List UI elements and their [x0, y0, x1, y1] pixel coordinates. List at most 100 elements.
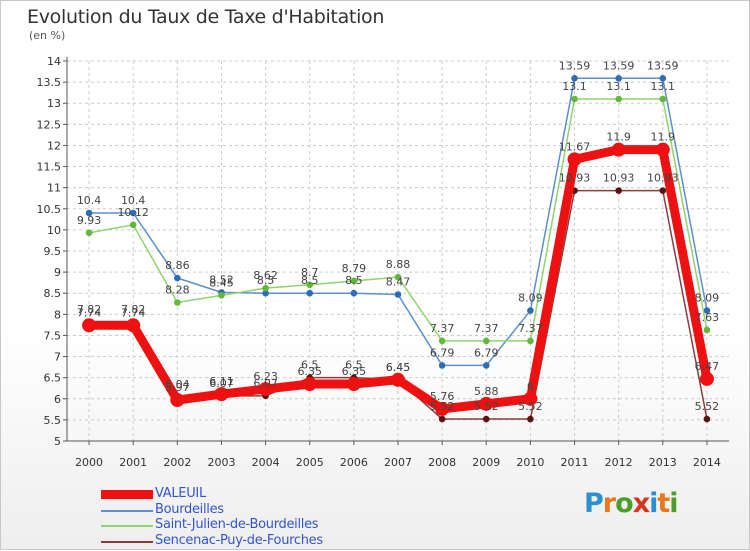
data-point — [214, 387, 229, 402]
data-point — [85, 229, 93, 237]
data-point — [699, 371, 714, 386]
legend-swatch — [101, 509, 153, 512]
y-tick-label: 10.5 — [37, 203, 62, 216]
data-point — [703, 415, 711, 423]
data-point — [479, 396, 494, 411]
y-tick-label: 12.5 — [37, 118, 62, 131]
data-point — [438, 415, 446, 423]
data-label: 7.37 — [518, 322, 543, 335]
y-tick-label: 8.5 — [44, 287, 62, 300]
data-point — [615, 187, 622, 194]
legend-swatch — [101, 525, 153, 527]
x-tick-label: 2012 — [605, 456, 633, 469]
data-point — [659, 187, 667, 194]
legend-swatch — [101, 540, 153, 543]
data-label: 5.52 — [474, 400, 499, 413]
data-point — [302, 377, 317, 391]
y-tick-label: 7.5 — [44, 329, 62, 342]
data-label: 13.59 — [603, 59, 635, 72]
data-label: 8.7 — [301, 266, 319, 279]
y-tick-label: 11.5 — [37, 161, 62, 174]
data-label: 8.88 — [386, 258, 411, 271]
data-label: 5.52 — [518, 400, 543, 413]
data-point — [527, 337, 534, 345]
data-point — [482, 337, 490, 345]
data-label: 8.5 — [257, 274, 275, 287]
data-point — [438, 337, 446, 345]
y-tick-label: 11 — [47, 182, 61, 195]
data-point — [611, 142, 626, 157]
logo-letter: x — [632, 488, 650, 519]
data-point — [306, 281, 314, 289]
y-tick-label: 10 — [47, 224, 61, 237]
data-point — [350, 289, 358, 297]
data-label: 5.76 — [430, 390, 455, 403]
x-tick-label: 2001 — [119, 456, 147, 469]
x-tick-label: 2009 — [472, 456, 500, 469]
data-label: 8.45 — [209, 276, 234, 289]
data-point — [703, 326, 711, 334]
data-point — [262, 289, 269, 297]
data-point — [391, 372, 405, 387]
data-label: 13.59 — [647, 59, 679, 72]
logo-letter: o — [615, 488, 634, 519]
x-tick-label: 2010 — [516, 456, 544, 469]
data-label: 6.45 — [386, 361, 411, 374]
data-label: 8.09 — [518, 292, 543, 305]
data-label: 7.37 — [474, 322, 499, 335]
data-point — [659, 75, 667, 82]
data-label: 7.74 — [121, 306, 146, 319]
legend-swatch — [101, 490, 153, 499]
x-tick-label: 2013 — [649, 456, 677, 469]
data-label: 10.93 — [559, 172, 591, 185]
data-point — [129, 221, 137, 229]
y-tick-label: 9.5 — [44, 245, 62, 258]
data-label: 6.07 — [209, 377, 234, 390]
data-label: 8.09 — [695, 292, 720, 305]
data-point — [174, 299, 181, 306]
data-point — [659, 95, 667, 103]
logo-letter: r — [602, 488, 616, 519]
x-tick-label: 2004 — [252, 456, 280, 469]
data-point — [394, 273, 402, 281]
data-label: 6.35 — [342, 365, 367, 378]
x-tick-label: 2005 — [296, 456, 324, 469]
data-label: 8.79 — [342, 262, 367, 275]
data-label: 6.11 — [209, 375, 234, 388]
data-point — [394, 291, 402, 298]
data-point — [482, 415, 490, 423]
data-label: 10.4 — [121, 194, 146, 207]
unit-label: (en %) — [29, 29, 66, 42]
data-point — [262, 284, 269, 292]
data-label: 6.79 — [474, 346, 499, 359]
y-tick-label: 14 — [47, 55, 61, 68]
data-label: 5.88 — [474, 385, 499, 398]
data-label: 7.74 — [77, 306, 102, 319]
data-point — [126, 318, 141, 333]
y-tick-label: 12 — [47, 139, 61, 152]
logo-letter: t — [657, 488, 670, 519]
data-label: 6.47 — [695, 360, 720, 373]
x-tick-label: 2008 — [428, 456, 456, 469]
data-point — [174, 274, 181, 282]
logo-letter: P — [584, 488, 604, 519]
legend-label: Bourdeilles — [155, 501, 224, 517]
data-point — [571, 95, 578, 103]
data-point — [258, 382, 273, 397]
data-label: 10.4 — [77, 194, 102, 207]
data-label: 7.82 — [121, 303, 146, 316]
data-point — [346, 377, 361, 391]
data-label: 11.9 — [651, 131, 676, 144]
x-tick-label: 2007 — [384, 456, 412, 469]
y-tick-label: 5 — [54, 435, 61, 448]
data-point — [567, 152, 582, 167]
data-point — [615, 75, 622, 82]
data-label: 8.5 — [345, 274, 363, 287]
y-tick-label: 9 — [54, 266, 61, 279]
data-label: 6.79 — [430, 346, 455, 359]
data-label: 6 — [527, 380, 534, 393]
x-tick-label: 2014 — [693, 456, 721, 469]
data-point — [438, 362, 446, 369]
